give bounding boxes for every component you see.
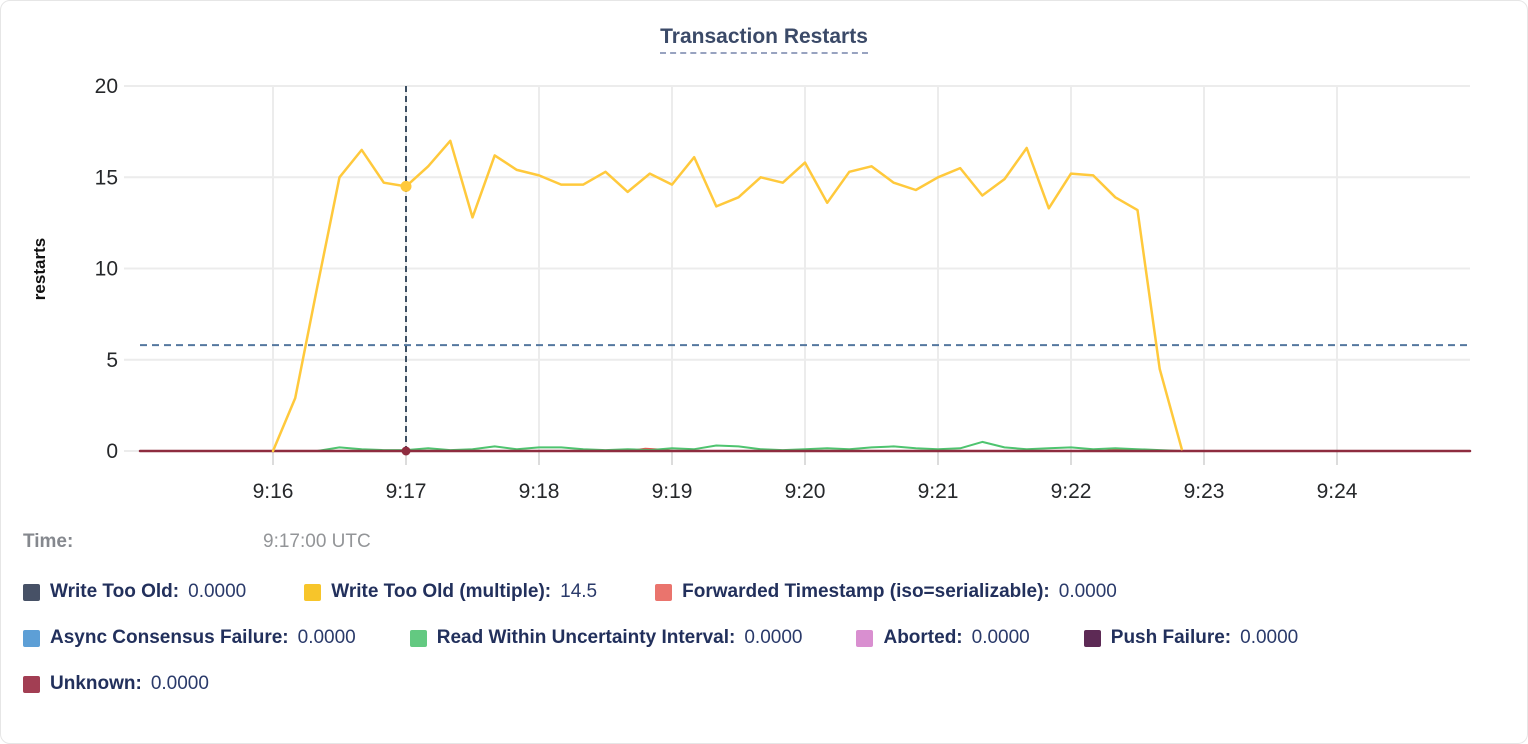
legend-label-forwarded-timestamp-iso-serializable: Forwarded Timestamp (iso=serializable): — [682, 581, 1050, 602]
legend-value-forwarded-timestamp-iso-serializable: 0.0000 — [1058, 581, 1117, 602]
legend-swatch-unknown — [23, 675, 40, 693]
x-tick-label-9-23: 9:23 — [1184, 480, 1225, 503]
legend-value-write-too-old: 0.0000 — [188, 581, 247, 602]
legend-swatch-forwarded-timestamp-iso-serializable — [655, 583, 673, 601]
legend-row-3: Unknown: 0.0000 — [23, 673, 1517, 695]
x-tick-label-9-24: 9:24 — [1317, 480, 1358, 503]
legend-item-aborted: Aborted: 0.0000 — [856, 627, 1030, 649]
legend-value-async-consensus-failure: 0.0000 — [297, 627, 356, 648]
legend-item-write-too-old: Write Too Old: 0.0000 — [23, 581, 246, 603]
chart-legend-panel: Time: 9:17:00 UTC Write Too Old: 0.0000 Wr… — [23, 529, 1517, 719]
legend-value-aborted: 0.0000 — [971, 627, 1030, 648]
legend-value-read-within-uncertainty-interval: 0.0000 — [744, 627, 803, 648]
legend-label-async-consensus-failure: Async Consensus Failure: — [50, 627, 289, 648]
x-tick-label-9-22: 9:22 — [1051, 480, 1092, 503]
series-line-write-too-old-multiple — [271, 139, 1184, 453]
legend-label-aborted: Aborted: — [883, 627, 963, 648]
hover-dot-unknown — [401, 446, 411, 456]
x-tick-label-9-19: 9:19 — [652, 480, 693, 503]
legend-label-write-too-old-multiple: Write Too Old (multiple): — [331, 581, 552, 602]
legend-swatch-read-within-uncertainty-interval — [409, 629, 427, 647]
legend-item-forwarded-timestamp-iso-serializable: Forwarded Timestamp (iso=serializable): 0… — [655, 581, 1117, 603]
x-tick-label-9-16: 9:16 — [253, 480, 294, 503]
y-tick-label-10: 10 — [95, 258, 118, 281]
legend-item-read-within-uncertainty-interval: Read Within Uncertainty Interval: 0.0000 — [409, 627, 803, 649]
time-value: 9:17:00 UTC — [263, 531, 371, 552]
legend-swatch-write-too-old — [23, 583, 40, 601]
legend-item-push-failure: Push Failure: 0.0000 — [1083, 627, 1299, 649]
x-tick-label-9-20: 9:20 — [785, 480, 826, 503]
chart-title-row: Transaction Restarts — [1, 25, 1527, 54]
legend-value-push-failure: 0.0000 — [1240, 627, 1299, 648]
transaction-restarts-chart[interactable]: 0 5 10 15 20 9:16 9:17 9:18 9:19 9:20 9:21 9:22 9:23… — [1, 1, 1528, 513]
x-tick-label-9-18: 9:18 — [519, 480, 560, 503]
legend-value-unknown: 0.0000 — [150, 673, 209, 694]
x-tick-label-9-17: 9:17 — [386, 480, 427, 503]
legend-item-async-consensus-failure: Async Consensus Failure: 0.0000 — [23, 627, 356, 649]
y-axis-label: restarts — [30, 238, 49, 300]
time-row: Time: 9:17:00 UTC — [23, 529, 1517, 555]
y-tick-label-15: 15 — [95, 166, 118, 189]
legend-row-2: Async Consensus Failure: 0.0000 Read Withi… — [23, 627, 1517, 649]
series-line-read-within-uncertainty-interval — [316, 440, 1183, 452]
legend-swatch-write-too-old-multiple — [304, 583, 322, 601]
time-label: Time: — [23, 531, 74, 552]
legend-row-1: Write Too Old: 0.0000 Write Too Old (multi… — [23, 581, 1517, 603]
legend-label-unknown: Unknown: — [50, 673, 142, 694]
y-tick-label-0: 0 — [106, 440, 118, 463]
legend-swatch-async-consensus-failure — [23, 629, 40, 647]
legend-swatch-push-failure — [1083, 629, 1101, 647]
legend: Write Too Old: 0.0000 Write Too Old (multi… — [23, 581, 1517, 695]
y-tick-label-20: 20 — [95, 75, 118, 98]
legend-label-read-within-uncertainty-interval: Read Within Uncertainty Interval: — [436, 627, 736, 648]
legend-item-write-too-old-multiple: Write Too Old (multiple): 14.5 — [304, 581, 597, 603]
legend-item-unknown: Unknown: 0.0000 — [23, 673, 209, 695]
x-tick-label-9-21: 9:21 — [918, 480, 959, 503]
legend-swatch-aborted — [856, 629, 874, 647]
legend-label-write-too-old: Write Too Old: — [50, 581, 180, 602]
legend-value-write-too-old-multiple: 14.5 — [560, 581, 598, 602]
chart-title[interactable]: Transaction Restarts — [660, 25, 868, 54]
y-tick-label-5: 5 — [106, 349, 118, 372]
legend-label-push-failure: Push Failure: — [1110, 627, 1232, 648]
hover-dot-write-too-old-multiple — [400, 180, 412, 192]
